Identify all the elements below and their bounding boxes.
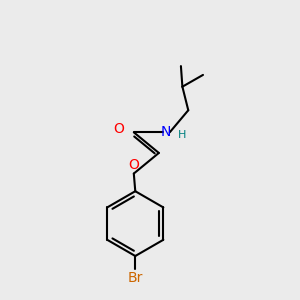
Text: H: H: [177, 130, 186, 140]
Text: N: N: [161, 125, 171, 139]
Text: O: O: [128, 158, 139, 172]
Text: Br: Br: [128, 271, 143, 285]
Text: O: O: [113, 122, 124, 136]
